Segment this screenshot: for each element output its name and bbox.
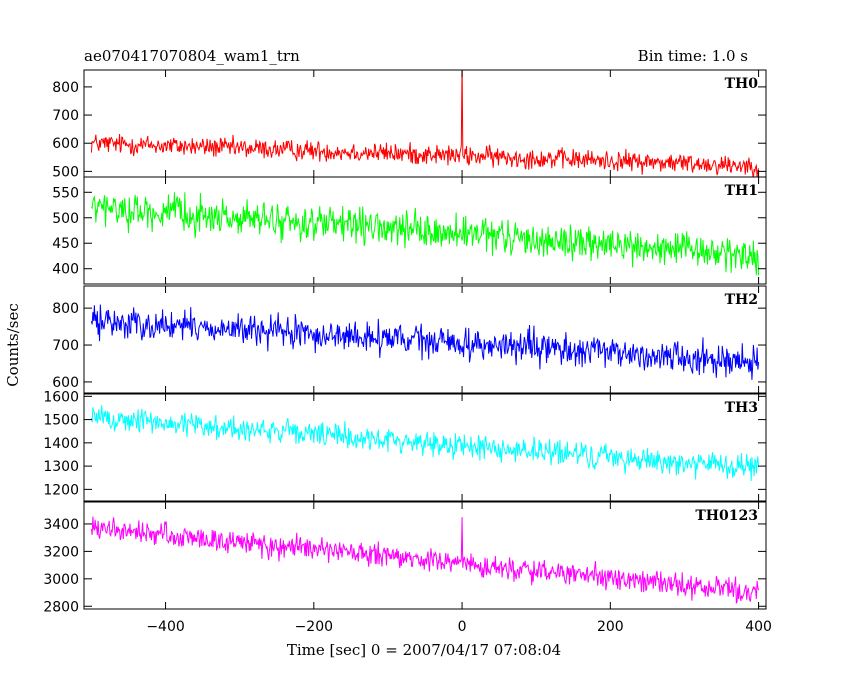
y-tick-label: 550 <box>52 185 79 201</box>
y-tick-label: 2800 <box>43 599 79 615</box>
y-tick-label: 700 <box>52 338 79 354</box>
panel-frame-th0 <box>83 69 767 178</box>
series-th0123-line <box>90 516 760 604</box>
panel-label-th1: TH1 <box>725 183 758 199</box>
y-tick-label: 800 <box>52 80 79 96</box>
y-tick-label: 800 <box>52 301 79 317</box>
x-tick-label: −400 <box>146 619 184 635</box>
panel-label-th3: TH3 <box>725 400 758 416</box>
y-tick-label: 400 <box>52 262 79 278</box>
y-tick-label: 1600 <box>43 389 79 405</box>
y-tick-label: 1500 <box>43 413 79 429</box>
x-tick-label: 0 <box>458 619 467 635</box>
series-th3-line <box>90 405 760 481</box>
panel-label-th0: TH0 <box>725 76 759 92</box>
x-tick-label: −200 <box>295 619 333 635</box>
bin-time-label: Bin time: 1.0 s <box>638 47 748 65</box>
y-tick-label: 1400 <box>43 436 79 452</box>
panel-label-th0123: TH0123 <box>695 508 758 524</box>
y-tick-label: 3400 <box>43 517 79 533</box>
x-tick-label: 200 <box>597 619 624 635</box>
y-tick-label: 450 <box>52 236 79 252</box>
y-tick-label: 700 <box>52 108 79 124</box>
x-tick-label: 400 <box>745 619 772 635</box>
panel-frame-th3 <box>83 393 767 502</box>
panel-frame-th1 <box>83 176 767 285</box>
y-tick-label: 500 <box>52 164 79 180</box>
y-tick-label: 500 <box>52 211 79 227</box>
panel-label-th2: TH2 <box>725 292 758 308</box>
y-tick-label: 600 <box>52 136 79 152</box>
x-axis-label: Time [sec] 0 = 2007/04/17 07:08:04 <box>287 641 561 659</box>
y-tick-label: 1200 <box>43 482 79 498</box>
series-th2-line <box>90 304 760 380</box>
chart-title: ae070417070804_wam1_trn <box>84 47 300 65</box>
y-tick-label: 3000 <box>43 572 79 588</box>
panel-frame-th2 <box>83 285 767 394</box>
series-th0-line <box>90 70 760 177</box>
panel-frame-th0123 <box>83 501 767 610</box>
y-tick-label: 1300 <box>43 459 79 475</box>
x-axis-ticks: −400 −200 0 200 400 <box>146 619 772 635</box>
series-th1-line <box>90 192 760 276</box>
y-tick-label: 3200 <box>43 544 79 560</box>
panels-group: 500 600 700 800 TH0 400 450 500 550 TH1 600 700 800 T… <box>43 69 767 615</box>
y-axis-label: Counts/sec <box>4 303 22 387</box>
y-tick-label: 600 <box>52 375 79 391</box>
